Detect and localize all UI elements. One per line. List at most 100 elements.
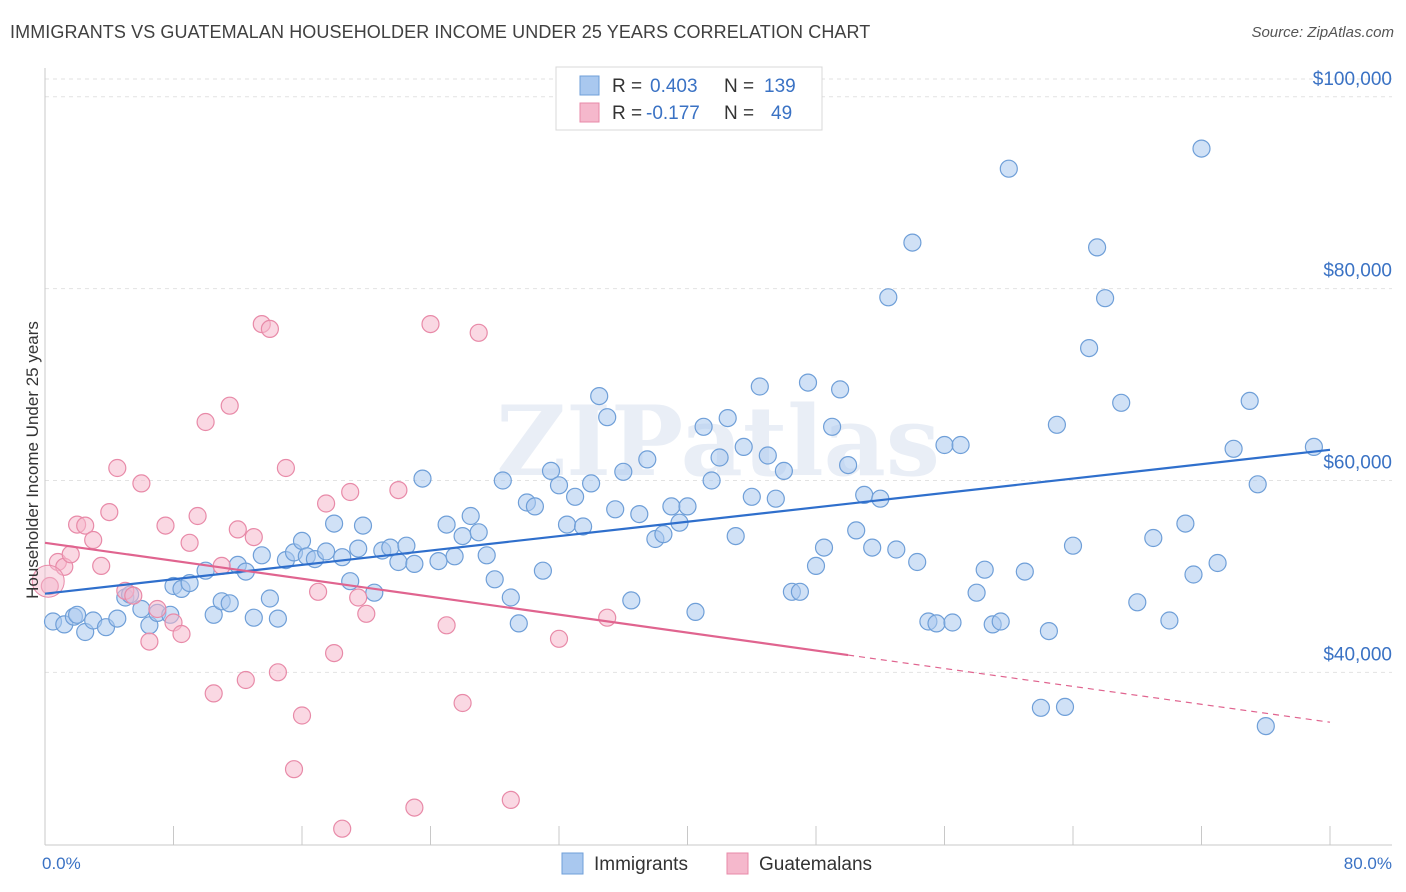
- guatemalans-point: [405, 798, 424, 817]
- immigrants-point: [758, 446, 777, 465]
- guatemalans-points: [31, 315, 617, 838]
- immigrants-point: [638, 450, 657, 469]
- immigrants-point: [598, 408, 617, 427]
- immigrants-point: [67, 605, 87, 624]
- immigrants-point: [244, 608, 263, 627]
- immigrants-point: [1224, 439, 1243, 458]
- trend-lines: [44, 448, 1331, 723]
- immigrants-point: [1160, 611, 1179, 630]
- immigrants-point: [557, 515, 577, 534]
- immigrants-point: [333, 548, 352, 567]
- stats-n-label-guatemalans: N =: [724, 103, 754, 124]
- guatemalans-point: [309, 582, 328, 601]
- guatemalans-point: [349, 588, 368, 607]
- immigrants-point: [1128, 593, 1147, 612]
- grid-lines: [45, 78, 1392, 673]
- immigrants-point: [501, 588, 520, 607]
- guatemalans-point: [124, 586, 143, 605]
- immigrants-point: [204, 605, 223, 624]
- stats-n-label-immigrants: N =: [724, 76, 754, 97]
- immigrants-point: [999, 159, 1018, 178]
- immigrants-point: [975, 560, 994, 579]
- immigrants-point: [1240, 391, 1259, 410]
- immigrants-point: [413, 469, 432, 488]
- immigrants-point: [581, 474, 601, 493]
- immigrants-point: [879, 288, 898, 307]
- guatemalans-point: [437, 616, 456, 635]
- immigrants-point: [317, 542, 336, 561]
- guatemalans-point: [40, 576, 59, 596]
- immigrants-point: [1192, 139, 1211, 158]
- stats-swatch-immigrants: [579, 75, 600, 96]
- immigrants-point: [1079, 339, 1099, 358]
- guatemalans-point: [333, 819, 352, 838]
- x-ticks: [44, 826, 1331, 845]
- guatemalans-point: [357, 604, 376, 623]
- y-tick-label: $60,000: [1323, 452, 1392, 473]
- immigrants-point: [477, 546, 496, 565]
- stats-n-immigrants: 139: [764, 76, 796, 97]
- guatemalans-trend-extension: [848, 654, 1331, 723]
- guatemalans-point: [92, 556, 111, 576]
- immigrants-point: [469, 523, 488, 542]
- immigrants-point: [461, 506, 480, 526]
- guatemalans-point: [236, 670, 255, 690]
- chart-title: IMMIGRANTS VS GUATEMALAN HOUSEHOLDER INC…: [10, 22, 871, 42]
- immigrants-point: [509, 614, 528, 633]
- immigrants-point: [991, 612, 1010, 631]
- guatemalans-point: [180, 533, 199, 552]
- immigrants-point: [654, 525, 673, 544]
- immigrants-point: [734, 437, 753, 456]
- y-tick-labels: $40,000 $60,000 $80,000 $100,000: [1313, 69, 1392, 666]
- guatemalans-point: [341, 482, 360, 502]
- immigrants-point: [445, 547, 464, 566]
- immigrants-point: [903, 233, 922, 252]
- stats-r-immigrants: 0.403: [650, 76, 698, 97]
- guatemalans-point: [220, 396, 239, 415]
- immigrants-point: [389, 552, 408, 572]
- guatemalans-point: [132, 474, 151, 493]
- guatemalans-point: [325, 643, 344, 663]
- immigrants-point: [830, 380, 850, 399]
- immigrants-point: [710, 448, 729, 467]
- stats-swatch-guatemalans: [579, 102, 600, 123]
- immigrants-point: [349, 539, 368, 558]
- guatemalans-point: [156, 516, 175, 535]
- guatemalans-point: [172, 624, 191, 644]
- axes: [44, 68, 1392, 846]
- immigrants-point: [1176, 514, 1195, 533]
- x-tick-label-max: 80.0%: [1344, 854, 1392, 873]
- immigrants-point: [268, 609, 287, 628]
- guatemalans-point: [196, 412, 215, 432]
- immigrants-point: [1063, 536, 1083, 555]
- immigrants-point: [429, 551, 448, 571]
- immigrants-point: [252, 546, 271, 565]
- legend-swatch-immigrants: [561, 852, 584, 875]
- guatemalans-point: [317, 494, 336, 513]
- source-label: Source: ZipAtlas.com: [1251, 24, 1394, 41]
- immigrants-point: [1015, 562, 1034, 581]
- immigrants-point: [1047, 415, 1067, 434]
- immigrants-point: [702, 471, 721, 490]
- guatemalans-point: [598, 608, 617, 627]
- immigrants-point: [814, 538, 834, 557]
- immigrants-point: [573, 517, 593, 536]
- guatemalans-point: [260, 319, 279, 338]
- guatemalans-point: [268, 663, 287, 682]
- immigrants-point: [967, 583, 986, 602]
- guatemalans-point: [204, 684, 223, 703]
- guatemalans-point: [244, 527, 263, 547]
- immigrants-trend-line: [44, 448, 1331, 595]
- immigrants-point: [541, 461, 561, 480]
- stats-r-label-guatemalans: R =: [612, 103, 642, 124]
- immigrants-point: [525, 497, 545, 516]
- immigrants-point: [485, 570, 504, 589]
- immigrants-point: [742, 487, 761, 506]
- immigrants-point: [437, 515, 456, 534]
- immigrants-point: [790, 582, 810, 601]
- immigrants-point: [1095, 289, 1115, 308]
- immigrants-point: [1208, 553, 1227, 573]
- y-tick-label: $40,000: [1323, 644, 1392, 665]
- immigrants-point: [1184, 565, 1203, 584]
